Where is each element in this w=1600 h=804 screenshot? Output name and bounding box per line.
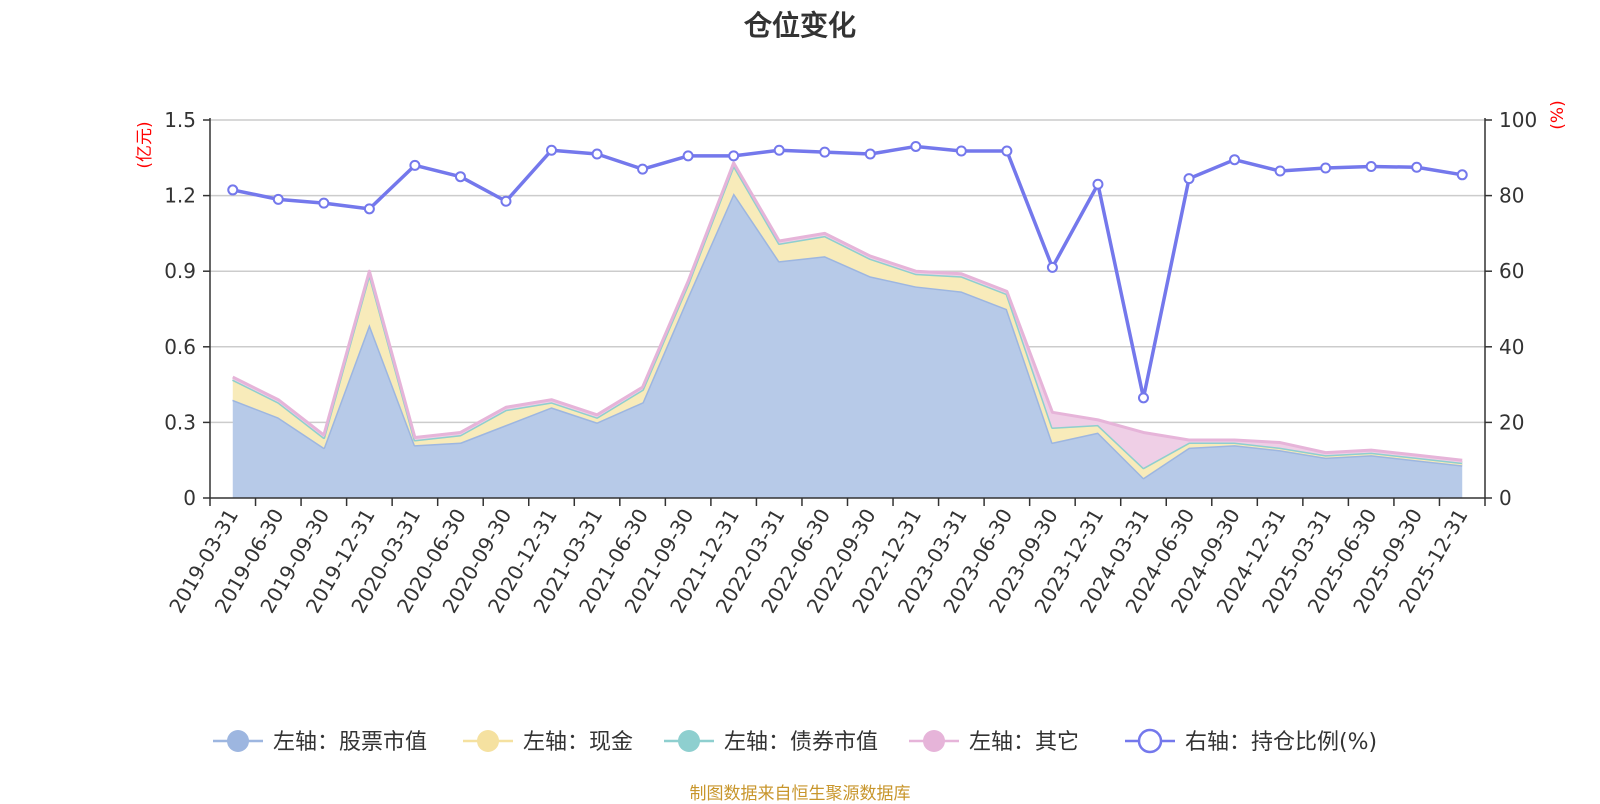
area-layers bbox=[232, 161, 1463, 498]
legend-label: 左轴：其它 bbox=[969, 730, 1079, 755]
legend-marker-ring bbox=[1137, 728, 1163, 754]
ratio-point bbox=[910, 140, 922, 152]
left-axis-tick-label: 0.6 bbox=[164, 335, 196, 359]
right-axis-tick-label: 100 bbox=[1499, 108, 1537, 132]
ratio-point bbox=[864, 148, 876, 160]
ratio-point bbox=[1001, 145, 1013, 157]
ratio-point bbox=[955, 145, 967, 157]
legend-label: 右轴：持仓比例(%) bbox=[1185, 730, 1377, 755]
legend-item[interactable]: 右轴：持仓比例(%) bbox=[1125, 728, 1377, 755]
area-series-line bbox=[232, 161, 1463, 462]
left-axis-tick-label: 1.2 bbox=[164, 184, 196, 208]
legend-marker-dot bbox=[227, 730, 249, 752]
ratio-point bbox=[1046, 261, 1058, 273]
left-axis-tick-label: 0.3 bbox=[164, 410, 196, 434]
legend-item[interactable]: 左轴：股票市值 bbox=[213, 730, 427, 755]
ratio-point bbox=[409, 159, 421, 171]
legend-marker-dot bbox=[477, 730, 499, 752]
right-axis-unit-label: (%) bbox=[1548, 100, 1568, 129]
ratio-line bbox=[232, 144, 1463, 400]
left-axis-tick-label: 0.9 bbox=[164, 259, 196, 283]
area-series-line bbox=[232, 191, 1463, 480]
legend-item[interactable]: 左轴：债券市值 bbox=[664, 730, 878, 755]
ratio-point bbox=[1092, 178, 1104, 190]
ratio-point bbox=[682, 150, 694, 162]
right-axis-tick-label: 40 bbox=[1499, 335, 1524, 359]
legend-marker-dot bbox=[923, 730, 945, 752]
area-band bbox=[232, 193, 1463, 498]
left-axis-unit-label: (亿元) bbox=[135, 121, 155, 168]
source-note: 制图数据来自恒生聚源数据库 bbox=[689, 784, 911, 804]
right-axis-tick-label: 60 bbox=[1499, 259, 1524, 283]
left-axis-tick-label: 1.5 bbox=[164, 108, 196, 132]
left-axis-tick-label: 0 bbox=[183, 486, 196, 510]
ratio-point bbox=[363, 203, 375, 215]
ratio-point bbox=[454, 171, 466, 183]
ratio-point bbox=[591, 148, 603, 160]
ratio-point bbox=[1365, 160, 1377, 172]
ratio-point bbox=[227, 184, 239, 196]
ratio-point bbox=[500, 195, 512, 207]
ratio-point bbox=[1411, 161, 1423, 173]
ratio-point bbox=[1229, 154, 1241, 166]
ratio-point bbox=[318, 197, 330, 209]
ratio-point bbox=[1320, 162, 1332, 174]
chart-title: 仓位变化 bbox=[743, 9, 856, 42]
legend-label: 左轴：债券市值 bbox=[724, 730, 878, 755]
legend-item[interactable]: 左轴：现金 bbox=[463, 730, 633, 755]
legend[interactable]: 左轴：股票市值 左轴：现金 左轴：债券市值 左轴：其它 右轴：持仓比例(%) bbox=[213, 728, 1377, 755]
ratio-point bbox=[1456, 169, 1468, 181]
right-axis-tick-label: 0 bbox=[1499, 486, 1512, 510]
ratio-line-group bbox=[227, 140, 1468, 404]
ratio-point bbox=[1183, 173, 1195, 185]
legend-marker-dot bbox=[678, 730, 700, 752]
ratio-point bbox=[819, 146, 831, 158]
ratio-point bbox=[1274, 165, 1286, 177]
ratio-point bbox=[637, 163, 649, 175]
right-axis-tick-label: 80 bbox=[1499, 184, 1524, 208]
legend-label: 左轴：股票市值 bbox=[273, 730, 427, 755]
ratio-point bbox=[728, 150, 740, 162]
ratio-point bbox=[773, 144, 785, 156]
ratio-point bbox=[546, 144, 558, 156]
legend-label: 左轴：现金 bbox=[523, 730, 633, 755]
legend-item[interactable]: 左轴：其它 bbox=[909, 730, 1079, 755]
right-axis-tick-label: 20 bbox=[1499, 410, 1524, 434]
ratio-point bbox=[1137, 392, 1149, 404]
ratio-point bbox=[272, 193, 284, 205]
